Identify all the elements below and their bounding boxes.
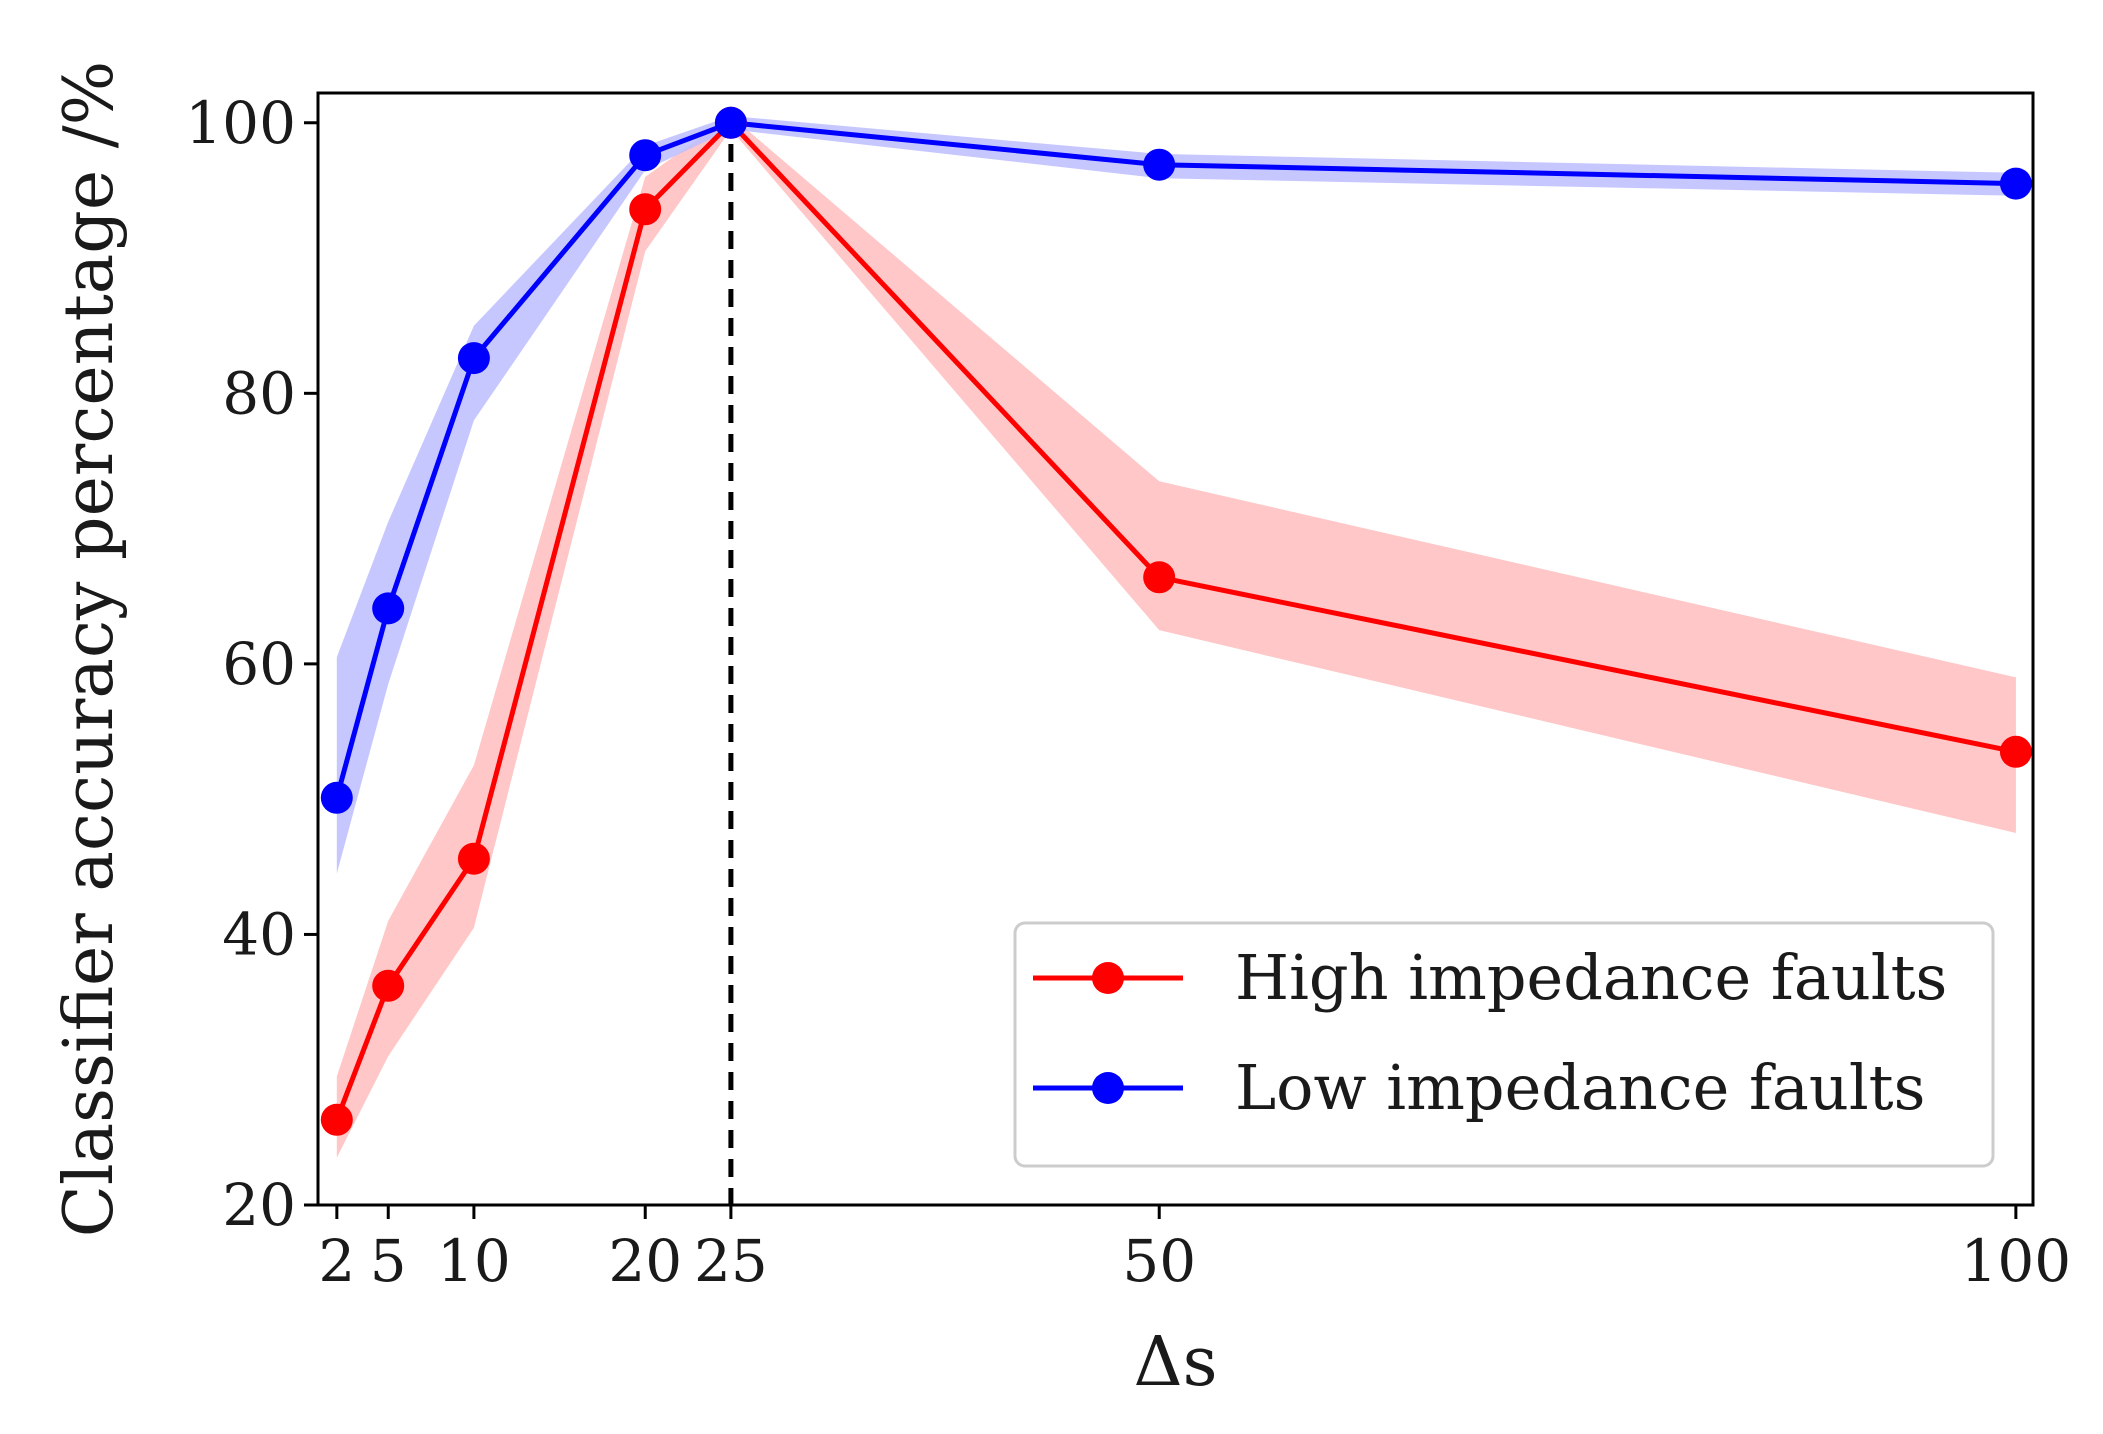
legend-box xyxy=(1013,921,1995,1168)
point-high-impedance-5 xyxy=(372,969,405,1002)
point-high-impedance-10 xyxy=(457,842,490,875)
point-high-impedance-2 xyxy=(320,1103,353,1136)
point-low-impedance-50 xyxy=(1143,148,1176,181)
x-tick-label-50: 50 xyxy=(1122,1227,1196,1295)
y-tick-label-20: 20 xyxy=(222,1171,296,1239)
series-markers xyxy=(320,106,2032,1136)
point-low-impedance-100 xyxy=(1999,167,2032,200)
band-high-impedance xyxy=(336,116,2016,1158)
legend-marker-low xyxy=(1092,1072,1124,1104)
y-tick-label-100: 100 xyxy=(185,89,296,157)
x-tick-label-100: 100 xyxy=(1961,1227,2072,1295)
y-axis-label: Classifier accuracy percentage /% xyxy=(50,61,129,1237)
point-low-impedance-20 xyxy=(629,139,662,172)
y-tick-label-40: 40 xyxy=(222,900,296,968)
point-high-impedance-50 xyxy=(1143,561,1176,594)
plot-frame xyxy=(316,91,2035,1207)
point-low-impedance-10 xyxy=(457,342,490,375)
legend-marker-high xyxy=(1092,962,1124,994)
y-tick-label-80: 80 xyxy=(222,359,296,427)
x-axis-label: Δs xyxy=(1133,1323,1217,1402)
y-tick-label-60: 60 xyxy=(222,630,296,698)
point-low-impedance-5 xyxy=(372,592,405,625)
legend: High impedance faults Low impedance faul… xyxy=(1013,921,1995,1168)
legend-label-high: High impedance faults xyxy=(1235,941,1947,1014)
band-low-impedance xyxy=(336,116,2016,874)
point-low-impedance-2 xyxy=(320,781,353,814)
x-tick-label-2: 2 xyxy=(318,1227,355,1295)
x-tick-label-10: 10 xyxy=(437,1227,511,1295)
x-tick-label-5: 5 xyxy=(370,1227,407,1295)
legend-label-low: Low impedance faults xyxy=(1235,1051,1925,1124)
x-tick-label-25: 25 xyxy=(694,1227,768,1295)
point-high-impedance-100 xyxy=(1999,735,2032,768)
confidence-bands xyxy=(336,116,2016,1158)
x-tick-label-20: 20 xyxy=(608,1227,682,1295)
point-low-impedance-25 xyxy=(714,106,747,139)
point-high-impedance-20 xyxy=(629,193,662,226)
